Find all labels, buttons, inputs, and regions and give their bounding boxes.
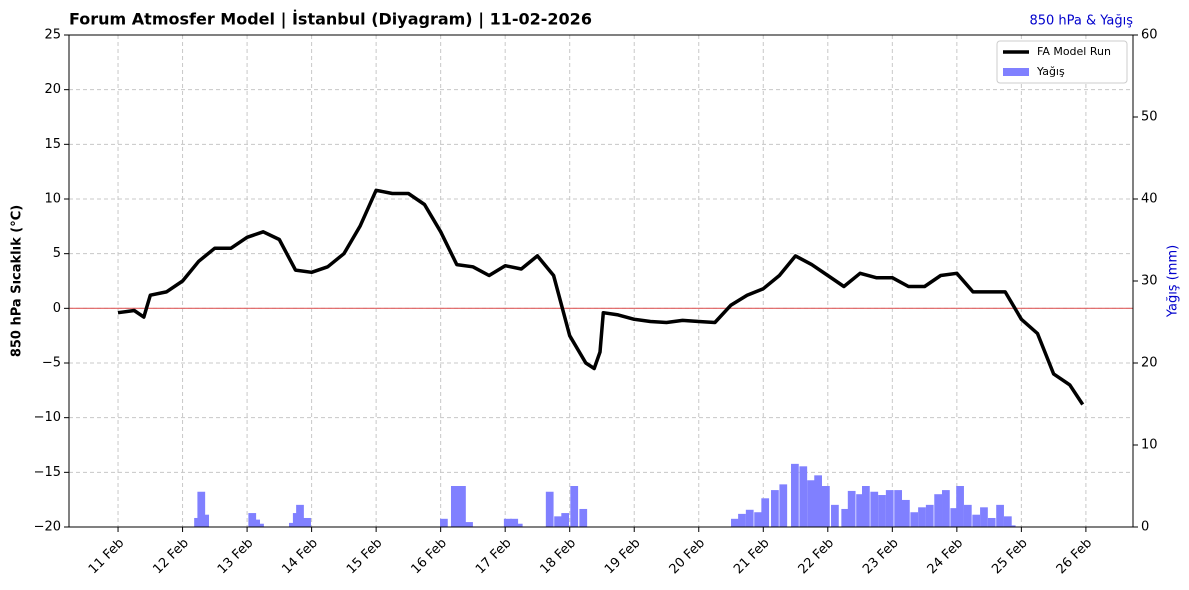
precip-bar	[807, 480, 815, 527]
precip-bar	[885, 490, 894, 527]
precip-bar	[458, 486, 466, 527]
x-tick-label: 17 Feb	[473, 536, 515, 578]
precip-bar	[303, 517, 311, 527]
x-tick-label: 18 Feb	[537, 536, 579, 578]
temperature-line	[117, 188, 1085, 406]
y2-axis-label: Yağış (mm)	[1166, 245, 1181, 318]
y-tick-label: 15	[44, 137, 61, 152]
precip-bar	[761, 498, 770, 527]
x-tick-label: 11 Feb	[86, 536, 128, 578]
y-tick-label: 5	[53, 246, 61, 261]
precip-bar	[561, 513, 570, 527]
precip-bar	[870, 491, 879, 527]
legend-label: Yağış	[1036, 65, 1065, 78]
x-tick-label: 25 Feb	[989, 536, 1031, 578]
precip-bar	[252, 519, 260, 527]
precip-bar	[963, 504, 972, 527]
chart-subtitle: 850 hPa & Yağış	[1029, 14, 1133, 29]
precip-bar	[1003, 516, 1012, 527]
y-tick-label: −15	[34, 465, 61, 480]
precip-bar	[950, 508, 959, 527]
y2-tick-label: 20	[1141, 356, 1158, 371]
x-tick-label: 26 Feb	[1054, 536, 1096, 578]
precip-bar	[440, 518, 448, 527]
y2-tick-label: 10	[1141, 438, 1158, 453]
precip-bar	[861, 486, 870, 527]
precip-bar	[503, 518, 512, 527]
x-tick-label: 21 Feb	[731, 536, 773, 578]
precip-bar	[754, 512, 762, 527]
legend-swatch	[1003, 68, 1029, 76]
precip-bar	[910, 512, 919, 527]
precip-bar	[918, 507, 926, 527]
precip-bar	[745, 509, 754, 527]
precip-bar	[799, 466, 808, 527]
precip-bar	[779, 484, 788, 527]
precip-bar	[510, 518, 519, 527]
precip-bar	[841, 508, 850, 527]
x-tick-label: 23 Feb	[860, 536, 902, 578]
y-tick-label: −10	[34, 410, 61, 425]
y-tick-label: 10	[44, 192, 61, 207]
precip-bar	[831, 504, 839, 527]
y-axis-label: 850 hPa Sıcaklık (°C)	[10, 205, 25, 357]
precip-bar	[972, 514, 981, 527]
legend-box	[996, 40, 1128, 84]
x-tick-label: 16 Feb	[408, 536, 450, 578]
precip-bar	[738, 513, 746, 527]
x-tick-label: 19 Feb	[602, 536, 644, 578]
precip-bar	[201, 514, 210, 527]
precip-bar	[570, 486, 579, 527]
y2-tick-label: 40	[1141, 192, 1158, 207]
y2-tick-label: 50	[1141, 110, 1158, 125]
x-tick-label: 22 Feb	[796, 536, 838, 578]
x-tick-label: 15 Feb	[344, 536, 386, 578]
precip-bar	[465, 522, 473, 527]
precip-bar	[878, 495, 886, 527]
precip-bar	[554, 516, 562, 527]
precip-bar	[731, 518, 739, 527]
precip-bar	[821, 486, 830, 527]
precip-bar	[934, 494, 943, 527]
precip-bar	[579, 508, 588, 527]
precip-bar	[987, 517, 996, 527]
y-tick-label: −5	[42, 356, 61, 371]
y-tick-label: 0	[53, 301, 61, 316]
precip-bar	[980, 507, 988, 527]
x-tick-label: 12 Feb	[150, 536, 192, 578]
x-tick-label: 14 Feb	[279, 536, 321, 578]
y2-tick-label: 60	[1141, 28, 1158, 43]
precip-bar	[514, 523, 523, 527]
y2-tick-label: 30	[1141, 274, 1158, 289]
precip-bar	[791, 463, 799, 527]
precip-bar	[996, 504, 1004, 527]
precip-bar	[942, 490, 950, 527]
precip-bar	[847, 490, 856, 527]
x-tick-label: 13 Feb	[215, 536, 257, 578]
precip-bar	[545, 491, 554, 527]
precip-bar	[296, 504, 304, 527]
plot-frame	[68, 34, 1134, 528]
y-tick-label: 25	[44, 28, 61, 43]
y-tick-label: 20	[44, 82, 61, 97]
precip-bar	[1007, 525, 1016, 527]
precip-bar	[450, 486, 459, 527]
x-tick-label: 24 Feb	[925, 536, 967, 578]
precip-bar	[894, 490, 903, 527]
y2-tick-label: 0	[1141, 520, 1149, 535]
precip-bar	[197, 491, 206, 527]
precip-bar	[956, 486, 964, 527]
precip-bar	[814, 475, 822, 527]
y-tick-label: −20	[34, 520, 61, 535]
chart-title: Forum Atmosfer Model | İstanbul (Diyagra…	[69, 10, 592, 30]
precip-bar	[925, 504, 934, 527]
precip-bar	[256, 523, 264, 527]
x-tick-label: 20 Feb	[667, 536, 709, 578]
legend-label: FA Model Run	[1037, 45, 1111, 58]
precip-bar	[856, 494, 864, 527]
precip-bar	[771, 490, 779, 527]
precip-bar	[902, 499, 910, 527]
